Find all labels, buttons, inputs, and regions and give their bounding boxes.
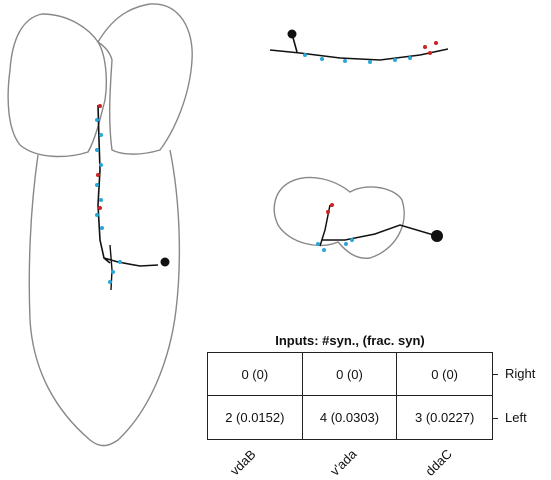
neuron-left-panel (95, 104, 170, 291)
brain-lobe-right (97, 3, 193, 155)
row-label-right: Right (505, 366, 536, 381)
row-tick (493, 418, 498, 419)
table-cell: 0 (0) (208, 353, 303, 396)
neuron-soma-lateral (287, 29, 297, 39)
neuron-arbor-cross (319, 204, 438, 247)
table-cell: 0 (0) (397, 353, 492, 396)
synapse-output-markers-lateral (423, 41, 438, 55)
neuron-arbor-lateral (269, 33, 449, 61)
row-tick (493, 374, 498, 375)
synapse-input-markers-lateral (303, 53, 412, 64)
table-cell: 2 (0.0152) (208, 396, 303, 439)
neuron-lateral-view (269, 29, 449, 64)
ventral-nerve-cord (28, 149, 181, 447)
synapse-output-markers-cross (326, 203, 334, 214)
table-cell: 0 (0) (302, 353, 398, 396)
row-label-left: Left (505, 410, 527, 425)
synapse-input-markers (95, 118, 122, 284)
synapse-table: 0 (0) 0 (0) 0 (0) 2 (0.0152) 4 (0.0303) … (207, 352, 493, 440)
cross-section-view (273, 176, 443, 259)
neuron-arbor (97, 104, 159, 267)
table-title: Inputs: #syn., (frac. syn) (275, 333, 425, 348)
neuron-soma-cross (431, 230, 443, 242)
synapse-output-markers (96, 104, 102, 210)
table-cell: 3 (0.0227) (415, 410, 475, 425)
cns-outline-dorsal (7, 3, 193, 447)
synapse-input-markers-cross (316, 238, 354, 252)
table-cell: 4 (0.0303) (303, 396, 398, 439)
brain-lobe-left (7, 13, 107, 158)
neuron-soma (160, 257, 170, 267)
cross-section-outline (273, 176, 405, 259)
